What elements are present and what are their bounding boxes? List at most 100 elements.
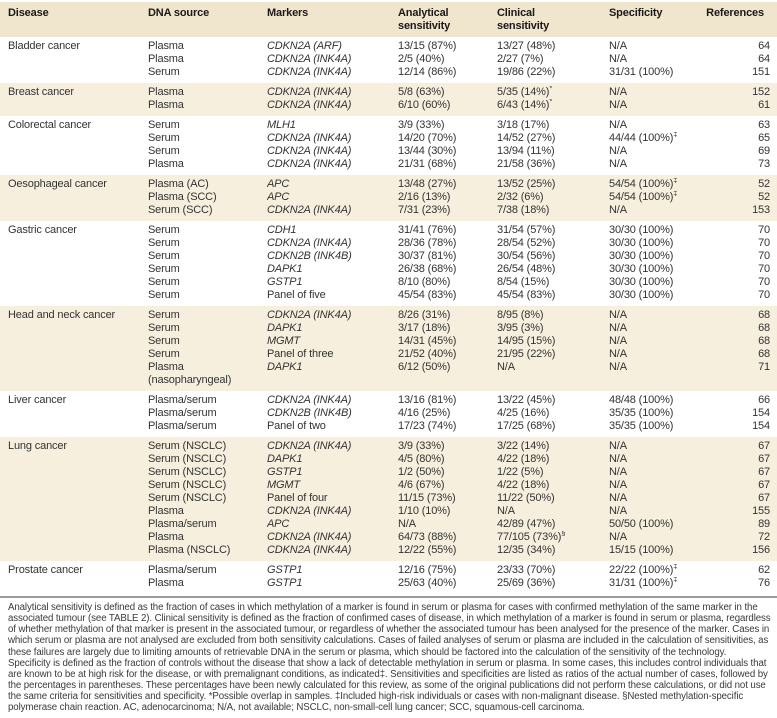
disease-cell bbox=[8, 322, 148, 335]
footnote-symbol: ‡ bbox=[673, 132, 678, 139]
marker-cell: CDKN2A (ARF) bbox=[267, 40, 342, 52]
reference-cell: 73 bbox=[758, 158, 770, 170]
footnote-symbol: ‡ bbox=[673, 577, 678, 584]
specificity-cell: N/A bbox=[609, 505, 627, 517]
reference-cell: 68 bbox=[758, 348, 770, 360]
analytical-sensitivity-cell: 4/5 (80%) bbox=[398, 453, 445, 465]
analytical-sensitivity-cell: 64/73 (88%) bbox=[398, 531, 457, 543]
reference-cell: 72 bbox=[758, 531, 770, 543]
col-header-references: References bbox=[706, 7, 764, 19]
analytical-sensitivity-cell: 13/48 (27%) bbox=[398, 178, 457, 190]
analytical-sensitivity-cell: 7/31 (23%) bbox=[398, 204, 451, 216]
disease-cell bbox=[8, 132, 148, 145]
specificity-cell: 30/30 (100%) bbox=[609, 250, 674, 262]
clinical-sensitivity-cell: 14/52 (27%) bbox=[497, 132, 556, 144]
disease-cell bbox=[8, 420, 148, 433]
clinical-sensitivity-cell: 26/54 (48%) bbox=[497, 263, 556, 275]
marker-cell: MGMT bbox=[267, 335, 301, 347]
analytical-sensitivity-cell: 3/9 (33%) bbox=[398, 119, 445, 131]
disease-cell: Lung cancer bbox=[8, 440, 67, 452]
disease-cell bbox=[8, 99, 148, 112]
specificity-cell: 15/15 (100%) bbox=[609, 544, 674, 556]
disease-cell bbox=[8, 237, 148, 250]
analytical-sensitivity-cell: 17/23 (74%) bbox=[398, 420, 457, 432]
footnote-symbol: ‡ bbox=[673, 178, 678, 185]
reference-cell: 69 bbox=[758, 145, 770, 157]
disease-cell: Breast cancer bbox=[8, 86, 74, 98]
analytical-sensitivity-cell: 12/16 (75%) bbox=[398, 564, 457, 576]
analytical-sensitivity-cell: 21/52 (40%) bbox=[398, 348, 457, 360]
reference-cell: 155 bbox=[752, 505, 770, 517]
analytical-sensitivity-cell: N/A bbox=[398, 518, 416, 530]
dna-source-cell: Serum bbox=[148, 263, 180, 275]
marker-cell: CDKN2A (INK4A) bbox=[267, 309, 352, 321]
analytical-sensitivity-cell: 6/10 (60%) bbox=[398, 99, 451, 111]
dna-source-cell: Serum bbox=[148, 250, 180, 262]
marker-cell: DAPK1 bbox=[267, 453, 303, 465]
reference-cell: 76 bbox=[758, 577, 770, 589]
reference-cell: 152 bbox=[752, 86, 770, 98]
marker-cell: MLH1 bbox=[267, 119, 296, 131]
marker-cell: APC bbox=[267, 518, 290, 530]
col-header-disease: Disease bbox=[8, 7, 49, 19]
reference-cell: 154 bbox=[752, 407, 770, 419]
analytical-sensitivity-cell: 13/44 (30%) bbox=[398, 145, 457, 157]
disease-group: Prostate cancer Plasma/serum GSTP1 12/16 (7… bbox=[0, 561, 777, 594]
disease-cell bbox=[8, 492, 148, 505]
marker-cell: CDKN2A (INK4A) bbox=[267, 204, 352, 216]
marker-cell: APC bbox=[267, 191, 290, 203]
analytical-sensitivity-cell: 13/15 (87%) bbox=[398, 40, 457, 52]
marker-cell: GSTP1 bbox=[267, 276, 303, 288]
dna-source-cell: Serum bbox=[148, 132, 180, 144]
clinical-sensitivity-cell: 1/22 (5%) bbox=[497, 466, 544, 478]
disease-cell bbox=[8, 276, 148, 289]
footnote-symbol: ‡ bbox=[673, 191, 678, 198]
marker-cell: GSTP1 bbox=[267, 577, 303, 589]
disease-cell bbox=[8, 289, 148, 302]
disease-cell: Bladder cancer bbox=[8, 40, 80, 52]
clinical-sensitivity-cell: 3/95 (3%) bbox=[497, 322, 544, 334]
clinical-sensitivity-cell: 8/95 (8%) bbox=[497, 309, 544, 321]
disease-cell: Gastric cancer bbox=[8, 224, 77, 236]
disease-cell: Liver cancer bbox=[8, 394, 67, 406]
specificity-cell: 22/22 (100%)‡ bbox=[609, 564, 703, 577]
clinical-sensitivity-cell: 12/35 (34%) bbox=[497, 544, 556, 556]
specificity-cell: 48/48 (100%) bbox=[609, 394, 674, 406]
dna-source-cell: Plasma (SCC) bbox=[148, 191, 217, 203]
reference-cell: 65 bbox=[758, 132, 770, 144]
reference-cell: 70 bbox=[758, 289, 770, 301]
marker-cell: Panel of five bbox=[267, 289, 326, 301]
dna-source-cell: Serum (NSCLC) bbox=[148, 440, 227, 452]
specificity-cell: N/A bbox=[609, 531, 627, 543]
specificity-cell: 30/30 (100%) bbox=[609, 289, 674, 301]
disease-cell bbox=[8, 191, 148, 204]
reference-cell: 67 bbox=[758, 492, 770, 504]
dna-source-cell: Serum bbox=[148, 348, 180, 360]
footnote-symbol: ‡ bbox=[673, 564, 678, 571]
dna-source-cell: Plasma (NSCLC) bbox=[148, 544, 231, 556]
analytical-sensitivity-cell: 28/36 (78%) bbox=[398, 237, 457, 249]
analytical-sensitivity-cell: 12/22 (55%) bbox=[398, 544, 457, 556]
disease-cell bbox=[8, 361, 148, 387]
analytical-sensitivity-cell: 26/38 (68%) bbox=[398, 263, 457, 275]
specificity-cell: N/A bbox=[609, 119, 627, 131]
dna-source-cell: Plasma bbox=[148, 531, 184, 543]
marker-cell: DAPK1 bbox=[267, 263, 303, 275]
clinical-sensitivity-cell: 13/22 (45%) bbox=[497, 394, 556, 406]
clinical-sensitivity-cell: 21/95 (22%) bbox=[497, 348, 556, 360]
specificity-cell: 54/54 (100%)‡ bbox=[609, 178, 703, 191]
dna-source-cell: Plasma (nasopharyngeal) bbox=[148, 361, 232, 386]
clinical-sensitivity-cell: 19/86 (22%) bbox=[497, 66, 556, 78]
dna-source-cell: Serum (NSCLC) bbox=[148, 453, 227, 465]
specificity-cell: N/A bbox=[609, 492, 627, 504]
dna-source-cell: Serum bbox=[148, 322, 180, 334]
analytical-sensitivity-cell: 14/20 (70%) bbox=[398, 132, 457, 144]
disease-cell bbox=[8, 407, 148, 420]
dna-source-cell: Serum (NSCLC) bbox=[148, 492, 227, 504]
clinical-sensitivity-cell: 25/69 (36%) bbox=[497, 577, 556, 589]
reference-cell: 70 bbox=[758, 250, 770, 262]
disease-cell bbox=[8, 505, 148, 518]
analytical-sensitivity-cell: 45/54 (83%) bbox=[398, 289, 457, 301]
analytical-sensitivity-cell: 4/16 (25%) bbox=[398, 407, 451, 419]
specificity-cell: 30/30 (100%) bbox=[609, 224, 674, 236]
